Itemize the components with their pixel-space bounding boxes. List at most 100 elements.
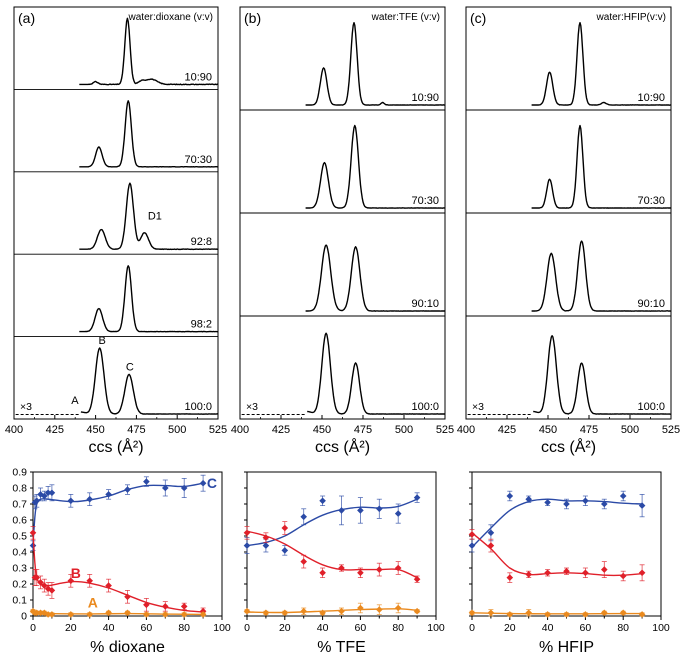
y-tick-label: 0.3 bbox=[12, 563, 27, 575]
data-point bbox=[506, 574, 514, 581]
peak-label: B bbox=[98, 335, 105, 347]
x-tick-label: 425 bbox=[46, 424, 64, 436]
data-point bbox=[37, 579, 44, 586]
data-point bbox=[262, 542, 270, 549]
trace-line bbox=[531, 240, 672, 312]
ratio-label: 70:30 bbox=[411, 195, 439, 207]
series-label: B bbox=[71, 565, 81, 581]
ratio-label: 92:8 bbox=[191, 236, 212, 248]
data-point bbox=[544, 499, 551, 506]
data-point bbox=[357, 569, 364, 577]
x-axis-label: % TFE bbox=[317, 639, 366, 656]
x-axis-label: ccs (Å²) bbox=[88, 437, 143, 456]
data-point bbox=[582, 569, 589, 577]
trace-line bbox=[79, 265, 219, 333]
scale-note: ×3 bbox=[472, 401, 484, 413]
ratio-label: 90:10 bbox=[637, 298, 665, 310]
data-point bbox=[300, 558, 307, 565]
fraction-panel-2: 0 20 40 60 80 100 % HFIP bbox=[468, 471, 670, 656]
series-C: C bbox=[29, 474, 217, 551]
x-tick-label: 425 bbox=[498, 424, 516, 436]
data-point bbox=[105, 582, 112, 589]
x-axis-label: ccs (Å²) bbox=[315, 437, 370, 456]
fraction-panel-0: 0 20 40 60 80 100 0 0.1 0.2 0.3 0.4 0.5 0.6 0.7 0.8 0.9… bbox=[12, 467, 231, 657]
x-tick-label: 500 bbox=[395, 424, 413, 436]
data-point bbox=[143, 601, 150, 609]
data-point bbox=[468, 609, 476, 617]
data-point bbox=[41, 492, 48, 500]
trace-line bbox=[305, 22, 445, 106]
y-tick-label: 0.6 bbox=[12, 515, 27, 527]
data-point bbox=[243, 542, 251, 549]
data-point bbox=[162, 611, 169, 618]
x-tick-label: 475 bbox=[354, 424, 372, 436]
x-tick-label: 400 bbox=[231, 424, 249, 436]
trace-line bbox=[531, 22, 671, 106]
x-tick-label: 500 bbox=[621, 424, 639, 436]
x-tick-label: 525 bbox=[436, 424, 454, 436]
data-point bbox=[506, 492, 514, 500]
data-point bbox=[413, 607, 421, 615]
data-point bbox=[41, 582, 48, 589]
ratio-label: 10:90 bbox=[637, 92, 665, 104]
y-tick-label: 0.1 bbox=[12, 595, 27, 607]
data-point bbox=[525, 571, 532, 578]
y-tick-label: 0.7 bbox=[12, 499, 27, 511]
data-point bbox=[525, 495, 532, 503]
panel-frame bbox=[246, 471, 437, 617]
ratio-label: 100:0 bbox=[184, 401, 212, 413]
data-point bbox=[67, 577, 75, 585]
data-point bbox=[544, 569, 551, 577]
spectra-panel-1: ×3 100:0 90:10 70:30 10:90 (b) water:TFE (v:v)… bbox=[231, 6, 454, 456]
data-point bbox=[319, 497, 326, 505]
peak-label: C bbox=[126, 361, 134, 373]
ratio-label: 70:30 bbox=[184, 154, 212, 166]
solvent-label: water:dioxane (v:v) bbox=[128, 12, 213, 23]
series-A bbox=[243, 602, 421, 617]
data-point bbox=[487, 609, 495, 617]
data-point bbox=[394, 510, 402, 517]
data-point bbox=[124, 486, 131, 493]
peak-label: D1 bbox=[148, 211, 162, 223]
scale-note: ×3 bbox=[246, 401, 258, 413]
series-A bbox=[468, 609, 646, 618]
trace-line bbox=[80, 347, 219, 415]
x-tick-label: 400 bbox=[457, 424, 475, 436]
data-point bbox=[262, 609, 270, 617]
x-axis-label: % HFIP bbox=[539, 639, 594, 656]
x-tick-label: 450 bbox=[86, 424, 104, 436]
data-point bbox=[468, 542, 476, 549]
data-point bbox=[601, 609, 608, 617]
ratio-label: 90:10 bbox=[411, 298, 439, 310]
series-B: B bbox=[29, 526, 207, 615]
x-tick-label: 60 bbox=[580, 622, 592, 634]
data-point bbox=[29, 529, 37, 537]
x-tick-label: 40 bbox=[103, 622, 115, 634]
data-point bbox=[394, 604, 402, 612]
data-point bbox=[544, 611, 551, 618]
data-point bbox=[394, 564, 402, 572]
x-tick-label: 0 bbox=[30, 622, 36, 634]
data-point bbox=[86, 495, 93, 503]
trace-line bbox=[79, 100, 219, 168]
y-tick-label: 0.2 bbox=[12, 579, 27, 591]
data-point bbox=[143, 611, 150, 618]
x-tick-label: 425 bbox=[272, 424, 290, 436]
data-point bbox=[86, 577, 93, 585]
x-tick-label: 20 bbox=[65, 622, 77, 634]
data-point bbox=[180, 484, 188, 492]
data-point bbox=[44, 489, 52, 497]
panel-letter: (b) bbox=[244, 10, 261, 26]
data-point bbox=[525, 609, 532, 617]
x-tick-label: 60 bbox=[355, 622, 367, 634]
data-point bbox=[619, 572, 627, 580]
data-point bbox=[619, 492, 627, 500]
fraction-panel-1: 0 20 40 60 80 100 % TFE bbox=[243, 471, 445, 656]
trace-line bbox=[531, 124, 671, 209]
panel-letter: (a) bbox=[18, 10, 35, 26]
x-tick-label: 80 bbox=[617, 622, 629, 634]
trace-line bbox=[305, 244, 446, 312]
data-point bbox=[281, 547, 289, 554]
ratio-label: 10:90 bbox=[184, 71, 212, 83]
